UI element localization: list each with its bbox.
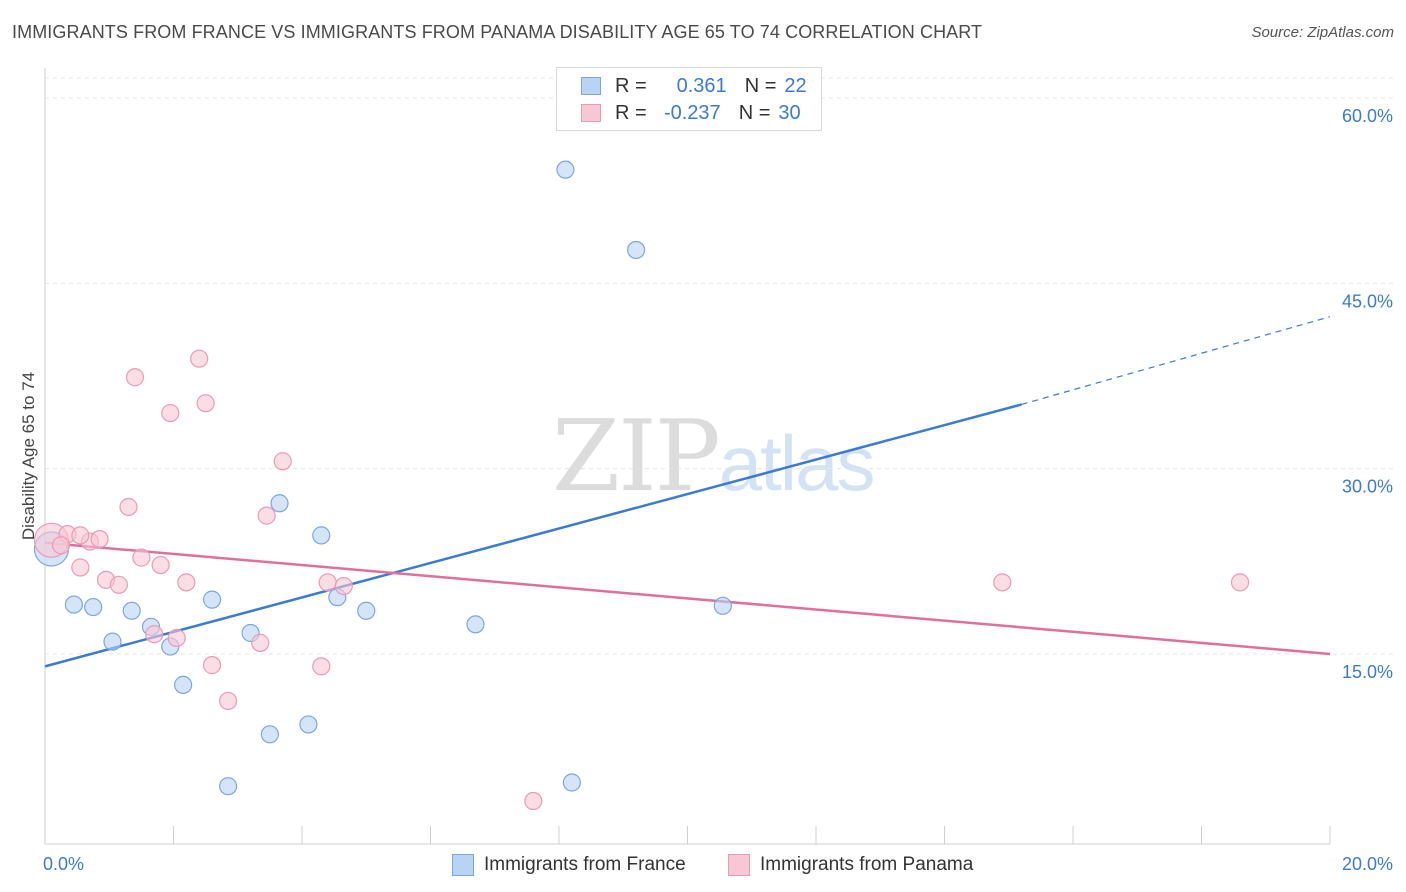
france-point-13 — [299, 715, 318, 734]
trend-lines — [44, 316, 1331, 668]
panama-point-26 — [993, 573, 1012, 592]
panama-point-18 — [219, 691, 238, 711]
correlation-legend: R = 0.361 N = 22 R = -0.237 N = 30 — [556, 67, 822, 131]
panama-point-2 — [71, 558, 90, 577]
panama-point-23 — [318, 573, 337, 592]
france-r-label: R = — [615, 74, 647, 97]
panama-point-14 — [177, 573, 196, 592]
x-tick-label-1: 20.0% — [1342, 854, 1393, 874]
panama-n-label: N = — [738, 101, 771, 124]
y-tick-label-1: 30.0% — [1342, 477, 1393, 497]
france-point-4 — [122, 601, 141, 620]
france-point-3 — [103, 632, 122, 651]
y-tick-label-3: 60.0% — [1342, 106, 1393, 126]
france-point-16 — [357, 601, 376, 620]
panama-point-15 — [190, 349, 209, 368]
panama-point-28 — [71, 526, 90, 545]
france-point-7 — [174, 675, 193, 694]
watermark-atlas: atlas — [718, 419, 876, 507]
y-tick-label-2: 45.0% — [1342, 291, 1393, 311]
panama-point-4 — [90, 529, 109, 549]
panama-swatch — [581, 104, 601, 122]
tick-labels: 15.0% 30.0% 45.0% 60.0% 0.0% 20.0% — [43, 106, 1393, 874]
france-point-1 — [64, 595, 84, 614]
panama-r-value: -0.237 — [663, 101, 721, 124]
panama-point-13 — [167, 628, 186, 648]
france-point-8 — [202, 590, 222, 609]
panama-point-24 — [334, 576, 353, 596]
france-n-label: N = — [744, 74, 777, 97]
panama-point-12 — [161, 403, 180, 423]
france-point-11 — [260, 725, 279, 744]
bottom-panama-label: Immigrants from Panama — [760, 854, 974, 875]
panama-point-22 — [312, 657, 331, 676]
panama-point-25 — [524, 791, 543, 811]
france-point-18 — [556, 160, 575, 179]
france-point-20 — [626, 240, 646, 260]
panama-point-29 — [51, 536, 71, 555]
panama-point-9 — [132, 548, 151, 567]
watermark-zip: ZIP — [552, 400, 721, 514]
bottom-legend-france: Immigrants from France — [452, 852, 686, 878]
panama-trend-line — [44, 541, 1331, 656]
panama-point-7 — [119, 497, 138, 517]
france-point-2 — [84, 597, 103, 617]
panama-point-27 — [1230, 573, 1250, 592]
data-points — [33, 160, 1250, 811]
france-r-value: 0.361 — [676, 74, 727, 97]
panama-point-17 — [202, 656, 222, 675]
panama-r-label: R = — [615, 101, 647, 124]
france-swatch — [581, 77, 601, 95]
france-n-value: 22 — [784, 74, 807, 97]
france-point-19 — [562, 773, 581, 792]
panama-point-19 — [251, 633, 270, 652]
panama-point-8 — [125, 368, 145, 387]
france-point-14 — [312, 526, 331, 545]
france-trend-extension — [1021, 316, 1331, 405]
panama-point-16 — [196, 394, 215, 413]
panama-n-value: 30 — [778, 101, 801, 124]
y-axis-label: Disability Age 65 to 74 — [19, 372, 38, 540]
panama-point-10 — [145, 625, 164, 644]
bottom-legend-panama: Immigrants from Panama — [728, 852, 973, 878]
panama-point-6 — [109, 575, 128, 594]
axes — [44, 68, 1331, 845]
france-trend-line — [44, 403, 1022, 668]
france-point-17 — [466, 615, 485, 634]
legend-row-france: R = 0.361 N = 22 — [581, 73, 807, 99]
panama-point-11 — [151, 555, 170, 575]
grid-lines — [45, 77, 1395, 655]
legend-row-panama: R = -0.237 N = 30 — [581, 100, 801, 126]
y-tick-label-0: 15.0% — [1342, 662, 1393, 682]
france-point-12 — [270, 494, 289, 513]
panama-point-20 — [257, 506, 276, 525]
watermark: ZIPatlas — [552, 400, 876, 514]
x-tick-label-0: 0.0% — [43, 854, 84, 874]
panama-point-21 — [273, 452, 292, 471]
bottom-france-swatch — [452, 854, 474, 876]
chart-title: IMMIGRANTS FROM FRANCE VS IMMIGRANTS FRO… — [12, 22, 983, 42]
bottom-panama-swatch — [728, 854, 750, 876]
bottom-france-label: Immigrants from France — [484, 854, 686, 875]
source-label: Source: ZipAtlas.com — [1251, 24, 1394, 41]
france-point-21 — [713, 596, 732, 615]
france-point-9 — [219, 777, 238, 796]
